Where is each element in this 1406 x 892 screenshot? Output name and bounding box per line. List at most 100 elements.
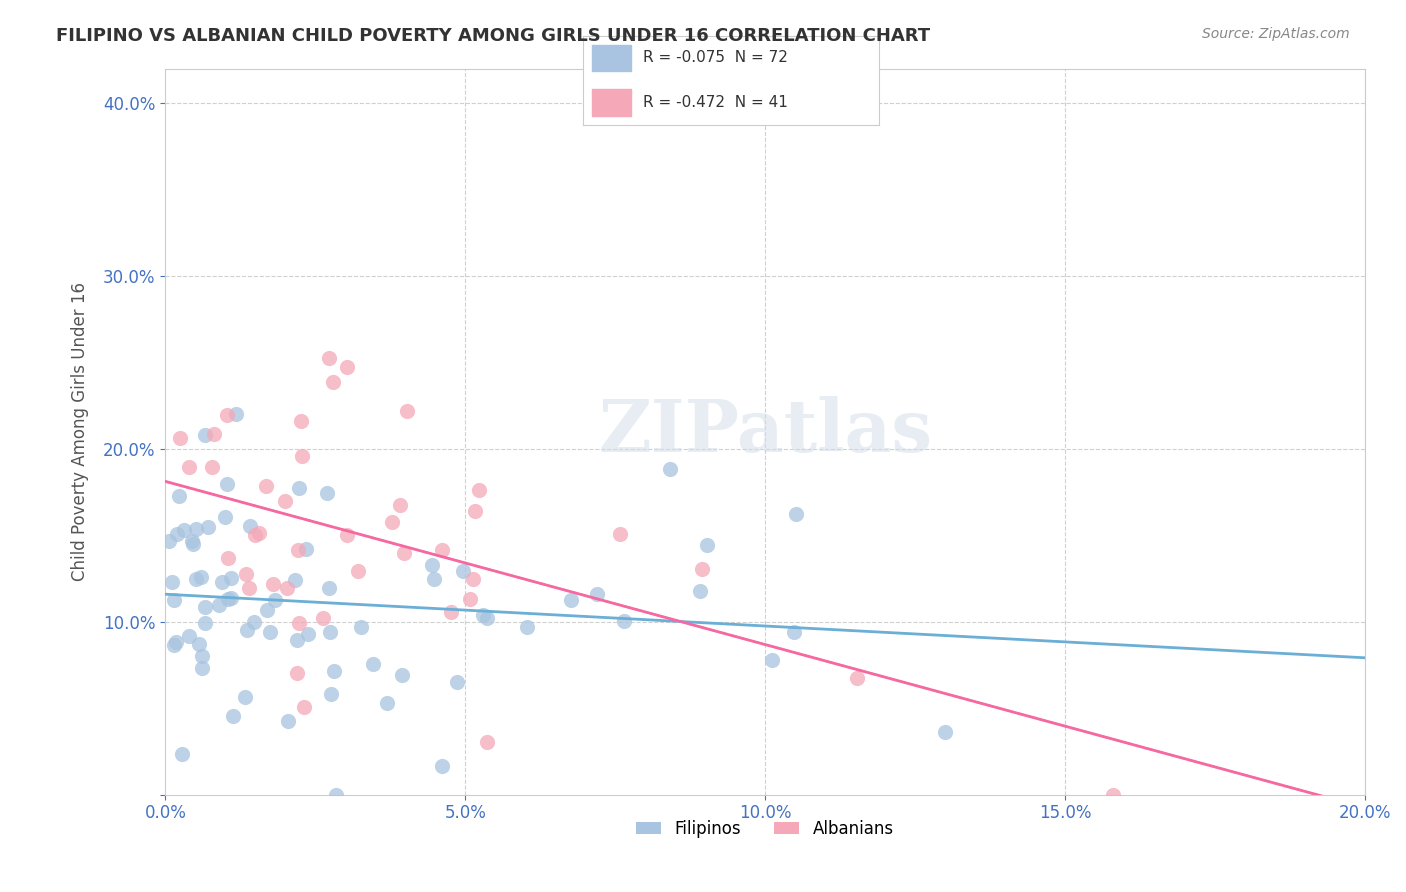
Filipinos (173, 523, 195, 537)
Albanians (287, 615, 309, 630)
Filipinos (217, 592, 239, 607)
Filipinos (934, 724, 956, 739)
Albanians (458, 591, 481, 606)
Albanians (169, 431, 191, 445)
Filipinos (287, 633, 309, 648)
Albanians (609, 526, 631, 541)
Filipinos (475, 610, 498, 624)
Albanians (381, 515, 404, 529)
Albanians (290, 414, 312, 428)
Filipinos (391, 668, 413, 682)
Filipinos (423, 572, 446, 586)
Albanians (291, 449, 314, 463)
Filipinos (217, 477, 239, 491)
Albanians (243, 527, 266, 541)
Filipinos (194, 615, 217, 630)
Albanians (432, 543, 454, 558)
Filipinos (160, 574, 183, 589)
Filipinos (761, 653, 783, 667)
Text: FILIPINO VS ALBANIAN CHILD POVERTY AMONG GIRLS UNDER 16 CORRELATION CHART: FILIPINO VS ALBANIAN CHILD POVERTY AMONG… (56, 27, 931, 45)
Filipinos (225, 408, 247, 422)
Filipinos (284, 573, 307, 587)
Albanians (464, 504, 486, 518)
Text: R = -0.075  N = 72: R = -0.075 N = 72 (643, 51, 787, 65)
Filipinos (264, 593, 287, 607)
Filipinos (184, 573, 207, 587)
Filipinos (239, 519, 262, 533)
Albanians (285, 665, 308, 680)
Text: ZIPatlas: ZIPatlas (598, 396, 932, 467)
Albanians (274, 494, 297, 508)
Filipinos (516, 620, 538, 634)
Filipinos (319, 687, 342, 701)
Filipinos (659, 462, 682, 476)
Albanians (467, 483, 489, 498)
Albanians (235, 567, 257, 582)
Filipinos (322, 665, 344, 679)
Filipinos (560, 593, 582, 607)
Albanians (201, 460, 224, 475)
Filipinos (689, 584, 711, 599)
Albanians (336, 359, 359, 374)
Albanians (238, 581, 260, 595)
Filipinos (181, 536, 204, 550)
Filipinos (190, 570, 212, 584)
Filipinos (288, 481, 311, 495)
Albanians (254, 479, 277, 493)
Albanians (388, 498, 411, 512)
Albanians (217, 550, 239, 565)
Albanians (287, 543, 309, 558)
Filipinos (420, 558, 443, 572)
Albanians (440, 605, 463, 619)
Albanians (262, 576, 284, 591)
Albanians (394, 546, 416, 560)
Filipinos (243, 615, 266, 629)
Text: Source: ZipAtlas.com: Source: ZipAtlas.com (1202, 27, 1350, 41)
Filipinos (256, 602, 278, 616)
Filipinos (318, 581, 340, 595)
Filipinos (471, 607, 494, 622)
Filipinos (233, 690, 256, 705)
Filipinos (315, 486, 337, 500)
Filipinos (236, 623, 259, 637)
Albanians (177, 459, 200, 474)
Filipinos (194, 428, 217, 442)
Albanians (247, 525, 270, 540)
Filipinos (221, 709, 243, 723)
Albanians (461, 572, 484, 586)
Filipinos (350, 620, 373, 634)
Filipinos (184, 522, 207, 536)
Albanians (321, 375, 343, 389)
Filipinos (613, 614, 636, 628)
Filipinos (170, 747, 193, 762)
Y-axis label: Child Poverty Among Girls Under 16: Child Poverty Among Girls Under 16 (72, 282, 89, 581)
Filipinos (191, 661, 214, 675)
Filipinos (188, 637, 211, 651)
Filipinos (181, 534, 204, 549)
Albanians (292, 700, 315, 714)
Filipinos (169, 489, 191, 503)
Filipinos (157, 534, 180, 549)
Filipinos (586, 587, 609, 601)
Filipinos (295, 542, 318, 557)
Filipinos (211, 575, 233, 590)
Albanians (276, 581, 298, 595)
Filipinos (375, 696, 398, 710)
Filipinos (430, 758, 453, 772)
Filipinos (214, 510, 236, 524)
Albanians (318, 351, 340, 365)
Filipinos (451, 565, 474, 579)
Albanians (846, 671, 869, 685)
Filipinos (194, 600, 217, 615)
Filipinos (297, 627, 319, 641)
Filipinos (325, 788, 347, 802)
Filipinos (361, 657, 384, 671)
Filipinos (191, 648, 214, 663)
Text: R = -0.472  N = 41: R = -0.472 N = 41 (643, 95, 787, 110)
Filipinos (783, 624, 806, 639)
Albanians (346, 564, 368, 578)
Albanians (475, 735, 498, 749)
Albanians (215, 408, 238, 422)
Filipinos (219, 571, 242, 585)
Filipinos (163, 593, 186, 607)
